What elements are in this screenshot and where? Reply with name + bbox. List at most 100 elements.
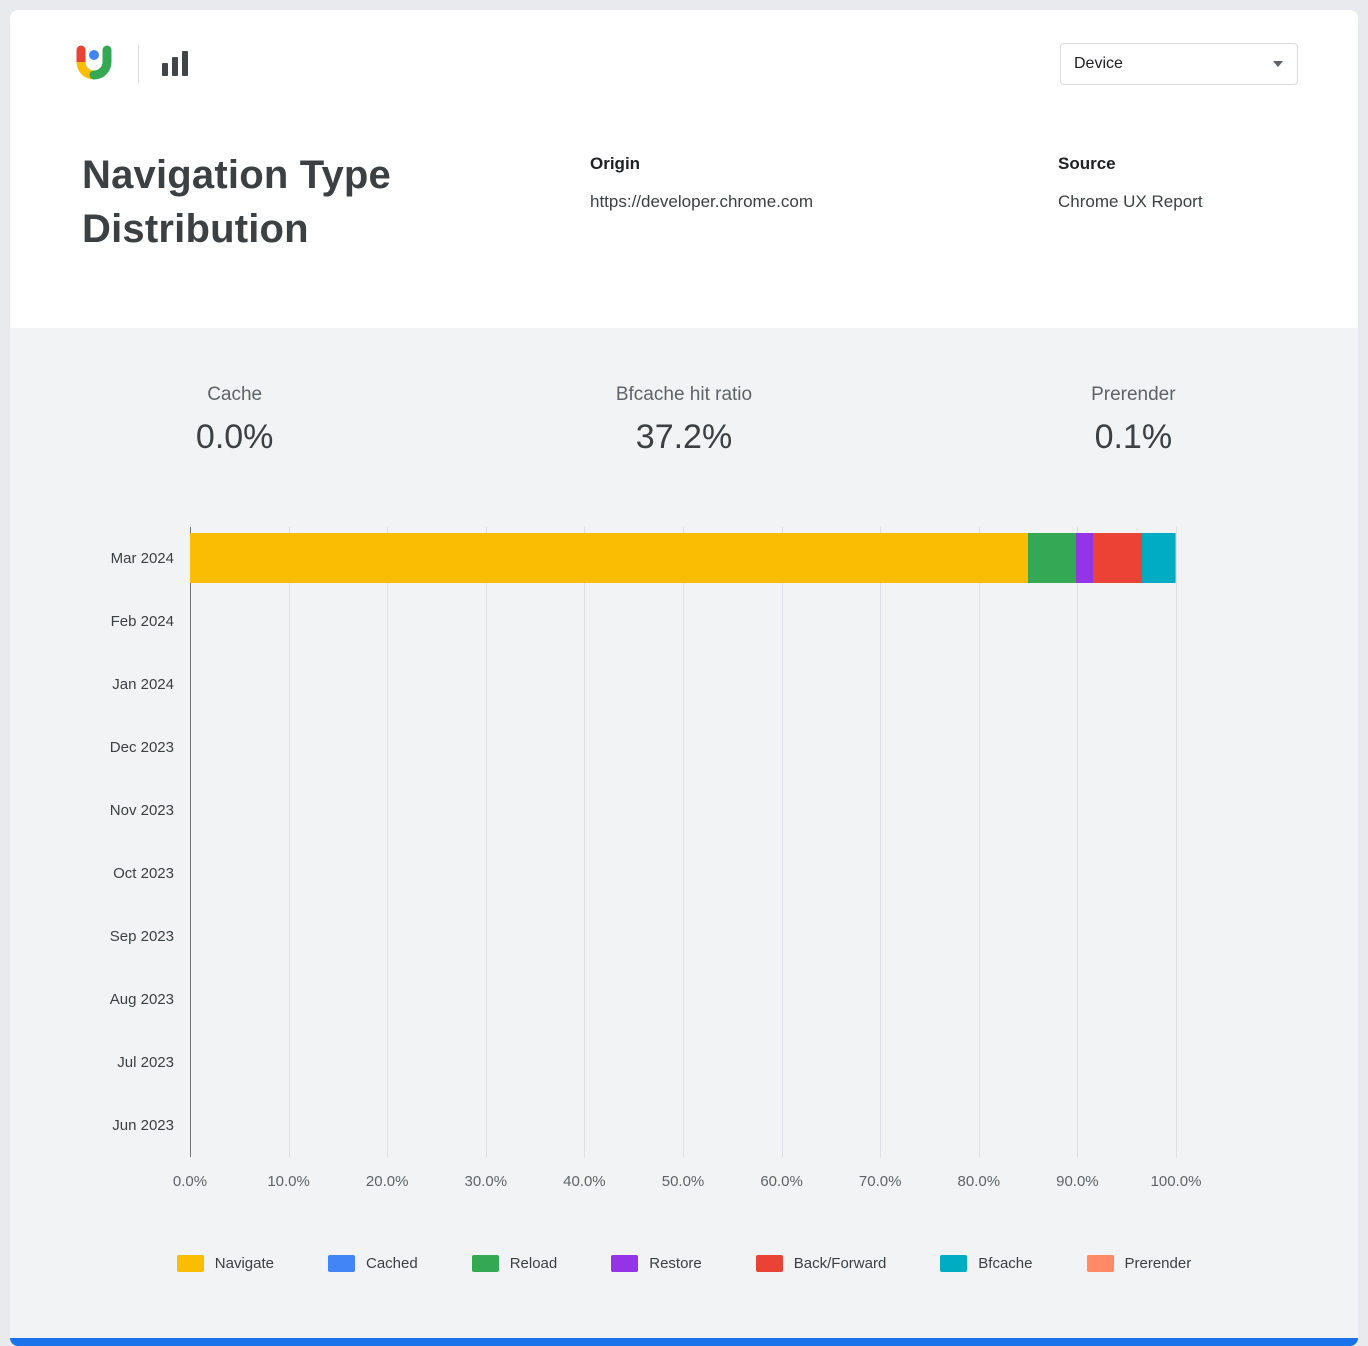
bar-segment-back-forward[interactable] [1093, 533, 1143, 583]
bar-row [190, 527, 1176, 590]
device-dropdown-value: Device [1074, 55, 1123, 72]
y-axis-label: Jan 2024 [112, 676, 174, 693]
legend-label: Cached [365, 1255, 418, 1272]
source-label: Source [1058, 154, 1116, 173]
stats-row: Cache 0.0% Bfcache hit ratio 37.2% Prere… [10, 384, 1358, 457]
x-axis-tick: 40.0% [563, 1173, 606, 1190]
stacked-bar [190, 533, 1176, 583]
footer-accent-bar [10, 1338, 1358, 1346]
x-axis-tick: 10.0% [267, 1173, 310, 1190]
source-value: Chrome UX Report [1058, 192, 1203, 211]
crux-logo[interactable] [72, 42, 116, 86]
origin-value: https://developer.chrome.com [590, 192, 814, 211]
legend-swatch [1086, 1255, 1114, 1272]
bar-row [190, 1094, 1176, 1157]
stat-cache: Cache 0.0% [10, 384, 459, 457]
title-row: Navigation Type Distribution Origin http… [10, 86, 1358, 328]
bar-segment-reload[interactable] [1028, 533, 1077, 583]
bar-row [190, 968, 1176, 1031]
y-axis-label: Jul 2023 [117, 1054, 174, 1071]
legend-item-bfcache[interactable]: Bfcache [940, 1255, 1033, 1272]
legend-item-back-forward[interactable]: Back/Forward [755, 1255, 887, 1272]
navigation-type-chart: Mar 2024 Feb 2024 Jan 2024 Dec 2023 Nov 2023… [10, 527, 1358, 1157]
legend-label: Restore [649, 1255, 702, 1272]
origin-block: Origin https://developer.chrome.com [590, 148, 1058, 256]
stat-value: 0.0% [195, 418, 274, 456]
bar-row [190, 590, 1176, 653]
x-axis-tick: 60.0% [760, 1173, 803, 1190]
bar-segment-navigate[interactable] [190, 533, 1029, 583]
gridline [288, 527, 290, 1157]
y-axis-labels: Mar 2024 Feb 2024 Jan 2024 Dec 2023 Nov 2023… [10, 527, 190, 1157]
y-axis-label: Sep 2023 [109, 928, 174, 945]
gridline [978, 527, 980, 1157]
legend-label: Navigate [214, 1255, 274, 1272]
stat-bfcache-hit-ratio: Bfcache hit ratio 37.2% [459, 384, 908, 457]
x-axis-tick: 50.0% [661, 1173, 705, 1190]
y-axis-label: Feb 2024 [110, 613, 174, 630]
x-axis-tick: 70.0% [858, 1173, 902, 1190]
bar-row [190, 1031, 1176, 1094]
gridline [387, 527, 389, 1157]
y-axis-label: Jun 2023 [112, 1117, 174, 1134]
stat-label: Cache [207, 384, 263, 405]
stat-prerender: Prerender 0.1% [909, 384, 1358, 457]
y-axis-label: Dec 2023 [109, 739, 174, 756]
dashboard-card: Device Navigation Type Distribution Orig… [10, 10, 1358, 1346]
legend-label: Back/Forward [793, 1255, 887, 1272]
page-title: Navigation Type Distribution [82, 153, 391, 251]
legend-label: Bfcache [978, 1255, 1033, 1272]
bar-row [190, 905, 1176, 968]
bar-row [190, 779, 1176, 842]
gridline [584, 527, 586, 1157]
topbar: Device [10, 10, 1358, 86]
legend-item-navigate[interactable]: Navigate [176, 1255, 274, 1272]
stat-label: Bfcache hit ratio [615, 384, 753, 405]
x-axis-tick: 0.0% [172, 1173, 208, 1190]
legend-item-cached[interactable]: Cached [327, 1255, 418, 1272]
legend-label: Reload [509, 1255, 558, 1272]
legend: Navigate Cached Reload Restore Back/Forward B… [10, 1255, 1358, 1318]
bar-chart-icon[interactable] [161, 51, 189, 77]
legend-swatch [176, 1255, 204, 1272]
gridline [1176, 527, 1177, 1157]
y-axis-label: Oct 2023 [113, 865, 174, 882]
y-axis-line [190, 527, 191, 1157]
stat-label: Prerender [1091, 384, 1176, 405]
legend-item-reload[interactable]: Reload [471, 1255, 558, 1272]
source-block: Source Chrome UX Report [1058, 148, 1203, 256]
x-axis-tick: 100.0% [1150, 1173, 1202, 1190]
header-divider [138, 45, 139, 83]
legend-label: Prerender [1124, 1255, 1192, 1272]
legend-swatch [611, 1255, 639, 1272]
x-axis-tick: 80.0% [957, 1173, 1001, 1190]
legend-swatch [940, 1255, 968, 1272]
y-axis-label: Aug 2023 [109, 991, 174, 1008]
origin-label: Origin [590, 154, 641, 173]
x-axis-tick: 90.0% [1056, 1173, 1099, 1190]
plot [190, 527, 1177, 1157]
bar-row [190, 842, 1176, 905]
x-axis-tick: 30.0% [464, 1173, 508, 1190]
legend-item-restore[interactable]: Restore [611, 1255, 702, 1272]
gridline [781, 527, 783, 1157]
y-axis-label: Mar 2024 [110, 550, 174, 567]
bar-segment-restore[interactable] [1076, 533, 1094, 583]
legend-swatch [327, 1255, 355, 1272]
gridline [880, 527, 882, 1157]
device-dropdown[interactable]: Device [1060, 43, 1298, 85]
legend-item-prerender[interactable]: Prerender [1086, 1255, 1192, 1272]
gridline [1077, 527, 1079, 1157]
gridline [485, 527, 487, 1157]
bar-row [190, 716, 1176, 779]
bar-segment-bfcache[interactable] [1142, 533, 1175, 583]
stat-value: 37.2% [635, 418, 733, 456]
stat-value: 0.1% [1094, 418, 1173, 456]
y-axis-label: Nov 2023 [109, 802, 174, 819]
dashboard-body: Cache 0.0% Bfcache hit ratio 37.2% Prere… [10, 328, 1358, 1338]
legend-swatch [755, 1255, 783, 1272]
gridline [683, 527, 684, 1157]
x-axis-tick: 20.0% [365, 1173, 409, 1190]
bar-segment-prerender[interactable] [1174, 533, 1176, 583]
chevron-down-icon [1273, 61, 1283, 67]
